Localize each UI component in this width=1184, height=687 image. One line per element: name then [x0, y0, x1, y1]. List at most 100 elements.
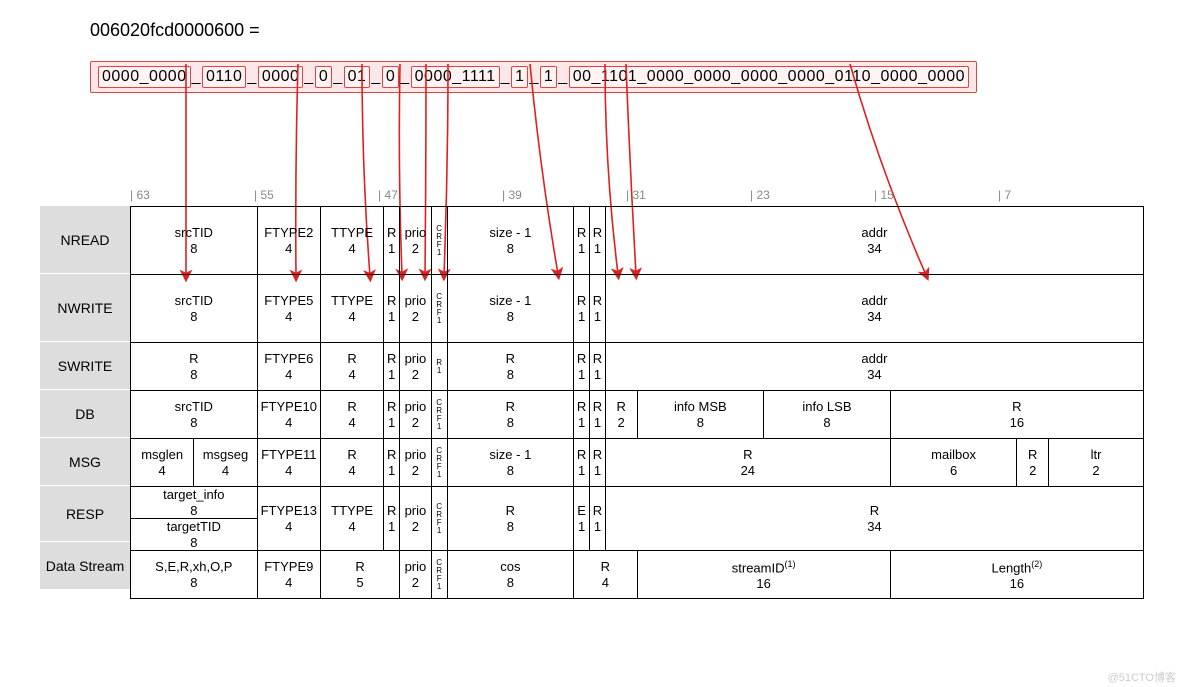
field-cell: R2 — [1017, 439, 1049, 487]
field-cell: srcTID8 — [131, 275, 258, 343]
field-cell: R4 — [574, 551, 637, 599]
field-cell: R8 — [131, 343, 258, 391]
field-cell: TTYPE4 — [320, 207, 383, 275]
field-cell: srcTID8 — [131, 207, 258, 275]
bitstring-row: 0000_0000_0110_0000_0_01_0_0000_1111_1_1… — [90, 61, 1144, 93]
field-cell: streamID(1)16 — [637, 551, 890, 599]
field-cell: R1 — [384, 275, 400, 343]
field-cell: cos8 — [447, 551, 574, 599]
field-cell: info LSB8 — [764, 391, 891, 439]
field-cell: info MSB8 — [637, 391, 764, 439]
field-cell: Length(2)16 — [890, 551, 1143, 599]
field-cell: prio2 — [400, 343, 432, 391]
row-label: MSG — [40, 438, 130, 486]
row-label: SWRITE — [40, 342, 130, 390]
field-cell: CRF1 — [431, 551, 447, 599]
packet-format-table: srcTID8FTYPE24TTYPE4R1prio2CRF1size - 18… — [130, 206, 1144, 599]
field-cell: prio2 — [400, 207, 432, 275]
bitstring-sep: _ — [192, 68, 201, 86]
field-cell: FTYPE134 — [257, 487, 320, 551]
field-cell: R1 — [431, 343, 447, 391]
field-cell: R1 — [574, 275, 590, 343]
bit-header: | 63| 55| 47| 39| 31| 23| 15| 7 — [130, 188, 1144, 206]
field-cell: E1 — [574, 487, 590, 551]
bitstring-sep: _ — [371, 68, 380, 86]
bitstring-chunk-2: 0000 — [258, 66, 304, 88]
field-cell: prio2 — [400, 551, 432, 599]
bit-pos: | 23 — [750, 188, 770, 202]
field-cell: FTYPE64 — [257, 343, 320, 391]
field-cell: R8 — [447, 391, 574, 439]
field-cell: R1 — [590, 343, 606, 391]
bit-pos: | 63 — [130, 188, 150, 202]
field-cell: R1 — [590, 275, 606, 343]
field-cell: CRF1 — [431, 275, 447, 343]
field-cell: CRF1 — [431, 487, 447, 551]
field-cell: size - 18 — [447, 439, 574, 487]
field-cell: R1 — [574, 391, 590, 439]
field-cell: R4 — [320, 391, 383, 439]
field-cell: FTYPE24 — [257, 207, 320, 275]
bitstring-sep: _ — [333, 68, 342, 86]
bitstring-sep: _ — [501, 68, 510, 86]
bitstring-chunk-5: 0 — [382, 66, 399, 88]
field-cell: FTYPE114 — [257, 439, 320, 487]
bitstring-sep: _ — [558, 68, 567, 86]
field-cell: prio2 — [400, 391, 432, 439]
row-label: RESP — [40, 486, 130, 542]
field-cell: mailbox6 — [890, 439, 1017, 487]
field-cell: size - 18 — [447, 275, 574, 343]
field-cell: TTYPE4 — [320, 487, 383, 551]
field-cell: R5 — [320, 551, 399, 599]
bitstring-chunk-4: 01 — [344, 66, 371, 88]
field-cell: srcTID8 — [131, 391, 258, 439]
field-cell: CRF1 — [431, 207, 447, 275]
row-labels: NREADNWRITESWRITEDBMSGRESPData Stream — [40, 206, 130, 599]
field-cell: CRF1 — [431, 439, 447, 487]
field-cell: R4 — [320, 343, 383, 391]
field-cell: R16 — [890, 391, 1143, 439]
row-label: NREAD — [40, 206, 130, 274]
field-cell: ltr2 — [1049, 439, 1144, 487]
watermark: @51CTO博客 — [1108, 669, 1176, 685]
field-cell: R1 — [384, 391, 400, 439]
field-cell: size - 18 — [447, 207, 574, 275]
field-cell: addr34 — [605, 207, 1143, 275]
row-label: DB — [40, 390, 130, 438]
field-cell: prio2 — [400, 439, 432, 487]
bit-pos: | 31 — [626, 188, 646, 202]
field-cell: R1 — [590, 439, 606, 487]
bit-pos: | 15 — [874, 188, 894, 202]
field-cell: FTYPE54 — [257, 275, 320, 343]
field-cell: R1 — [590, 391, 606, 439]
field-cell: addr34 — [605, 275, 1143, 343]
field-cell: addr34 — [605, 343, 1143, 391]
field-cell: CRF1 — [431, 391, 447, 439]
row-label: Data Stream — [40, 542, 130, 590]
bitstring-sep: _ — [247, 68, 256, 86]
field-cell: targetTID8 — [131, 519, 258, 551]
bit-pos: | 7 — [998, 188, 1011, 202]
bitstring-chunk-7: 1 — [511, 66, 528, 88]
field-cell: R1 — [590, 487, 606, 551]
field-cell: R1 — [384, 207, 400, 275]
field-cell: R1 — [384, 343, 400, 391]
field-cell: R1 — [384, 487, 400, 551]
row-label: NWRITE — [40, 274, 130, 342]
field-cell: msgseg4 — [194, 439, 257, 487]
bitstring-sep: _ — [400, 68, 409, 86]
field-cell: R8 — [447, 487, 574, 551]
field-cell: R1 — [574, 439, 590, 487]
field-cell: prio2 — [400, 275, 432, 343]
bitstring-container: 0000_0000_0110_0000_0_01_0_0000_1111_1_1… — [90, 61, 977, 93]
field-cell: R2 — [605, 391, 637, 439]
bitstring-sep: _ — [529, 68, 538, 86]
field-cell: R1 — [590, 207, 606, 275]
field-cell: S,E,R,xh,O,P8 — [131, 551, 258, 599]
hex-title: 006020fcd0000600 = — [90, 20, 1144, 41]
field-cell: target_info8 — [131, 487, 258, 519]
field-cell: R34 — [605, 487, 1143, 551]
bitstring-chunk-1: 0110 — [202, 66, 246, 88]
field-cell: R1 — [574, 343, 590, 391]
field-cell: R24 — [605, 439, 890, 487]
